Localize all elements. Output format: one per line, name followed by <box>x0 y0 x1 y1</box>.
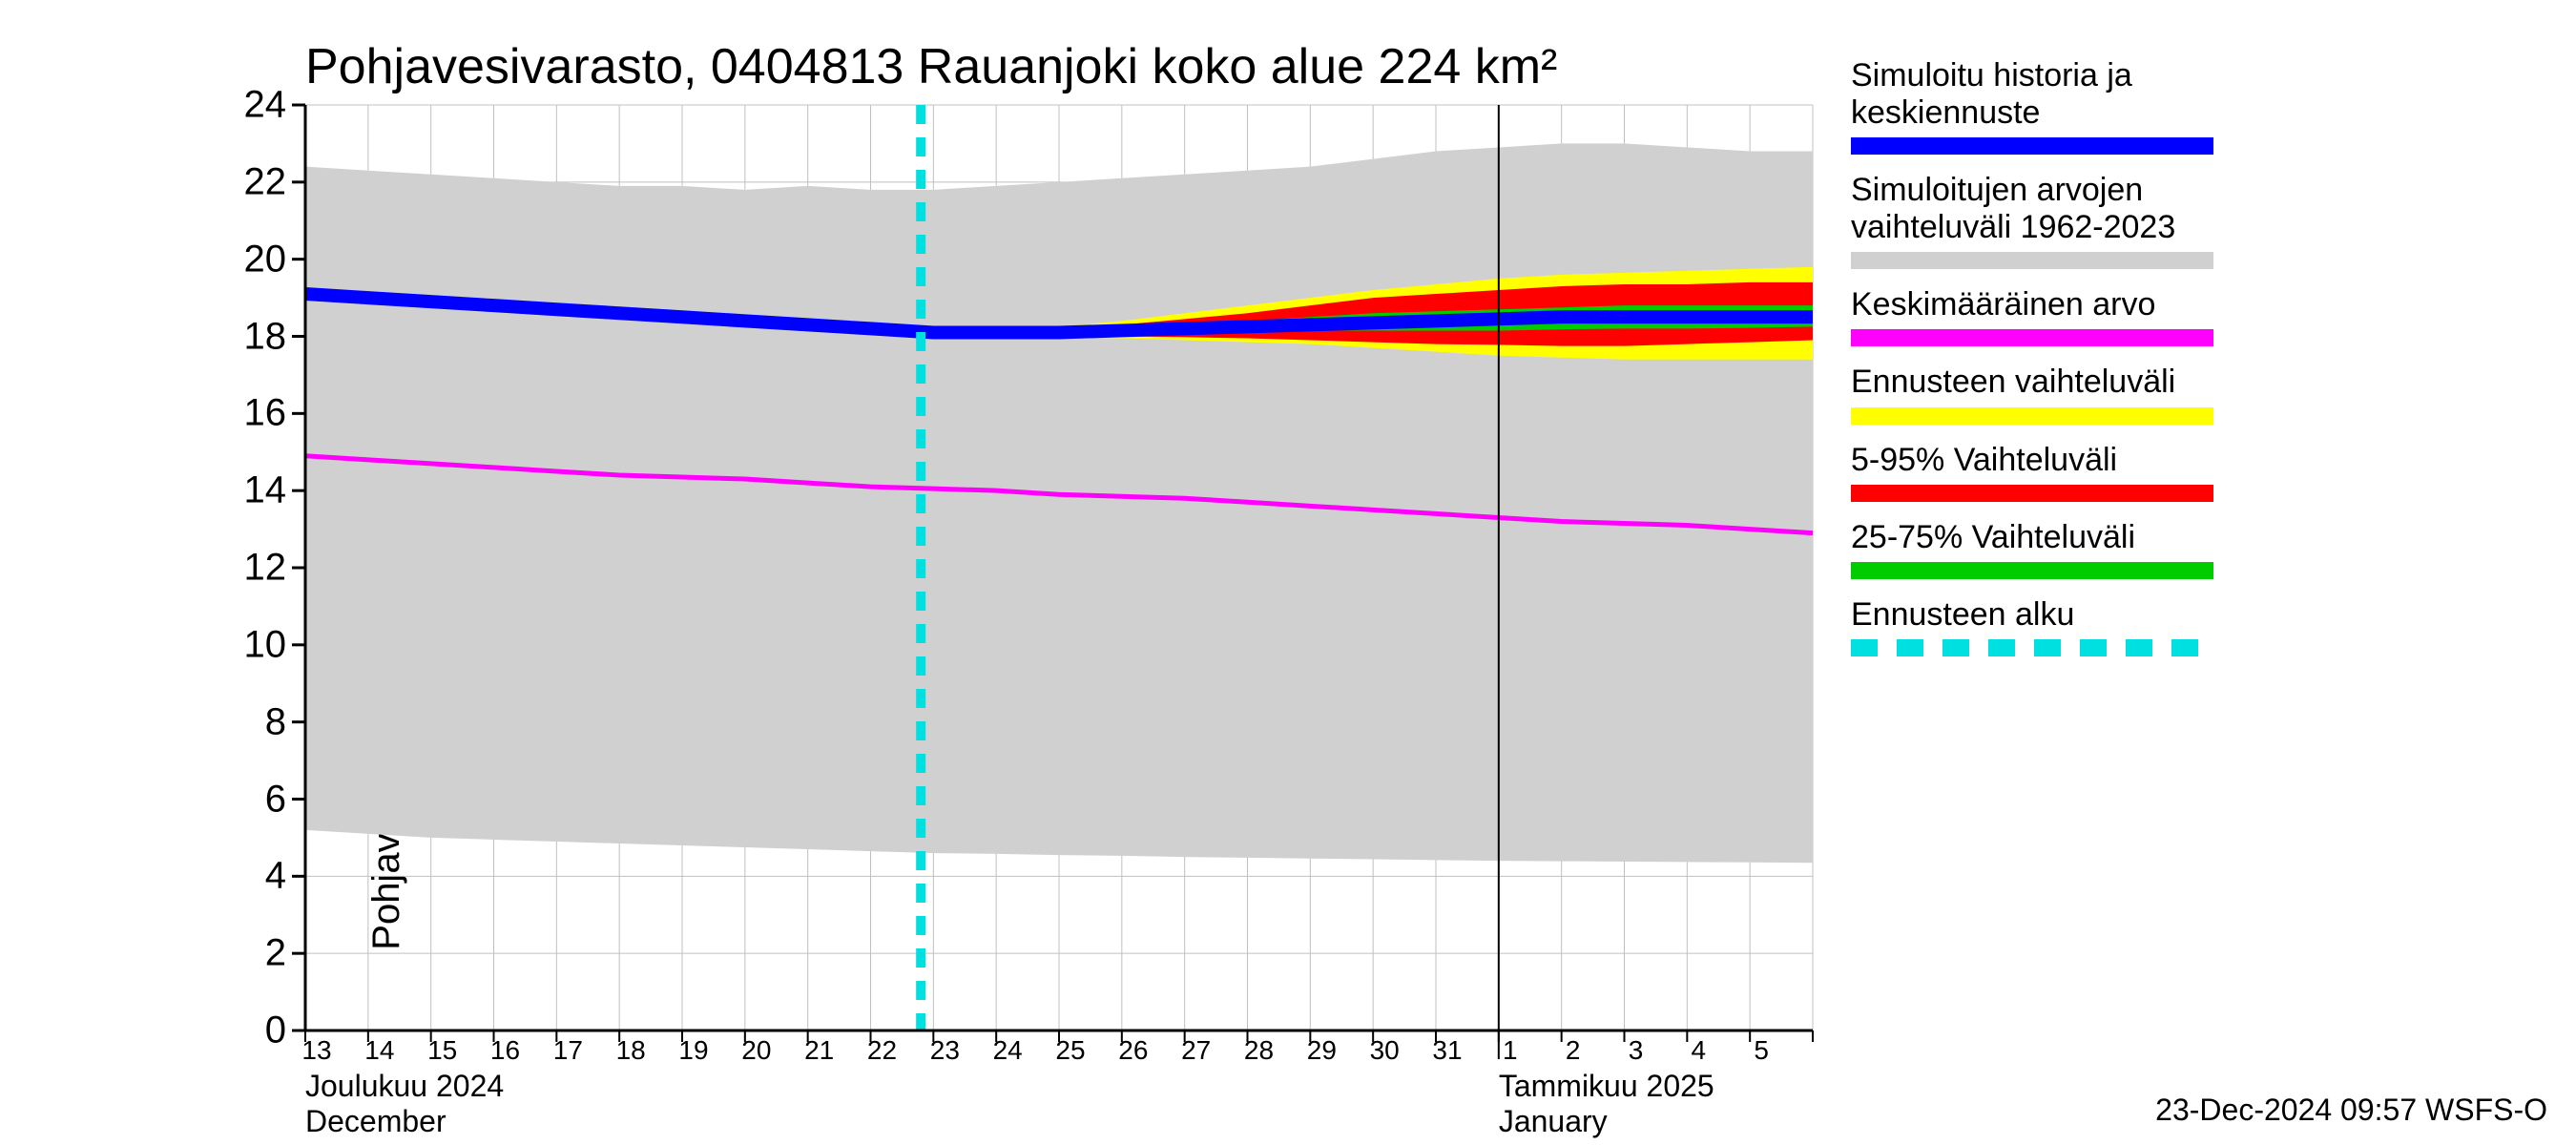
y-tick: 16 <box>172 392 286 435</box>
legend-item: Keskimääräinen arvo <box>1851 286 2557 346</box>
x-tick: 13 <box>301 1035 331 1066</box>
x-tick: 27 <box>1181 1035 1211 1066</box>
x-tick: 1 <box>1503 1035 1518 1066</box>
legend-text: Simuloitujen arvojenvaihteluväli 1962-20… <box>1851 172 2557 246</box>
legend-item: Simuloitujen arvojenvaihteluväli 1962-20… <box>1851 172 2557 269</box>
y-tick: 20 <box>172 238 286 281</box>
month-january-en: January <box>1499 1104 1608 1138</box>
month-december-fi: Joulukuu 2024 <box>305 1069 504 1103</box>
footer-timestamp: 23-Dec-2024 09:57 WSFS-O <box>2155 1093 2547 1128</box>
x-tick: 30 <box>1370 1035 1400 1066</box>
legend-item: 25-75% Vaihteluväli <box>1851 519 2557 579</box>
plot-svg <box>305 105 1813 1030</box>
legend-swatch <box>1851 562 2213 579</box>
legend-text: 5-95% Vaihteluväli <box>1851 442 2557 479</box>
legend-item: Ennusteen alku <box>1851 596 2557 656</box>
legend: Simuloitu historia jakeskiennuste Simuloi… <box>1851 57 2557 674</box>
x-tick: 22 <box>867 1035 897 1066</box>
y-tick: 4 <box>172 855 286 898</box>
y-tick: 2 <box>172 932 286 975</box>
legend-swatch <box>1851 485 2213 502</box>
y-tick: 6 <box>172 778 286 821</box>
x-tick: 2 <box>1566 1035 1581 1066</box>
x-tick: 15 <box>427 1035 457 1066</box>
x-tick: 24 <box>993 1035 1023 1066</box>
x-tick: 17 <box>553 1035 583 1066</box>
y-tick: 24 <box>172 84 286 127</box>
x-tick: 16 <box>490 1035 520 1066</box>
y-tick: 12 <box>172 547 286 590</box>
x-tick: 21 <box>804 1035 834 1066</box>
x-tick: 14 <box>364 1035 394 1066</box>
legend-swatch <box>1851 252 2213 269</box>
figure-root: Pohjavesivarasto / Groundwater storage m… <box>0 0 2576 1145</box>
x-tick: 31 <box>1432 1035 1462 1066</box>
month-december-en: December <box>305 1104 447 1138</box>
month-january: Tammikuu 2025 January <box>1499 1069 1714 1139</box>
legend-swatch <box>1851 137 2213 155</box>
legend-text: Keskimääräinen arvo <box>1851 286 2557 323</box>
y-tick: 0 <box>172 1010 286 1052</box>
x-tick: 5 <box>1754 1035 1769 1066</box>
x-tick: 25 <box>1055 1035 1085 1066</box>
y-tick-labels: 024681012141618202224 <box>172 105 286 1030</box>
x-tick: 20 <box>741 1035 771 1066</box>
x-tick: 18 <box>616 1035 646 1066</box>
month-december: Joulukuu 2024 December <box>305 1069 504 1139</box>
x-tick-labels: 1314151617181920212223242526272829303112… <box>305 1035 1813 1073</box>
plot-area <box>305 105 1813 1030</box>
x-tick: 28 <box>1244 1035 1274 1066</box>
y-tick: 18 <box>172 315 286 358</box>
legend-item: 5-95% Vaihteluväli <box>1851 442 2557 502</box>
x-tick: 29 <box>1307 1035 1337 1066</box>
legend-text: Simuloitu historia jakeskiennuste <box>1851 57 2557 132</box>
y-tick: 8 <box>172 700 286 743</box>
y-tick: 14 <box>172 469 286 512</box>
chart-title: Pohjavesivarasto, 0404813 Rauanjoki koko… <box>305 38 1557 95</box>
legend-text: Ennusteen alku <box>1851 596 2557 634</box>
x-tick: 23 <box>930 1035 960 1066</box>
legend-item: Simuloitu historia jakeskiennuste <box>1851 57 2557 155</box>
x-tick: 3 <box>1629 1035 1644 1066</box>
legend-text: 25-75% Vaihteluväli <box>1851 519 2557 556</box>
legend-item: Ennusteen vaihteluväli <box>1851 364 2557 424</box>
legend-swatch <box>1851 639 2213 656</box>
legend-swatch <box>1851 407 2213 425</box>
y-tick: 22 <box>172 160 286 203</box>
x-tick: 4 <box>1692 1035 1707 1066</box>
x-tick: 26 <box>1118 1035 1148 1066</box>
legend-swatch <box>1851 329 2213 346</box>
month-january-fi: Tammikuu 2025 <box>1499 1069 1714 1103</box>
x-tick: 19 <box>678 1035 708 1066</box>
y-tick: 10 <box>172 623 286 666</box>
legend-text: Ennusteen vaihteluväli <box>1851 364 2557 401</box>
